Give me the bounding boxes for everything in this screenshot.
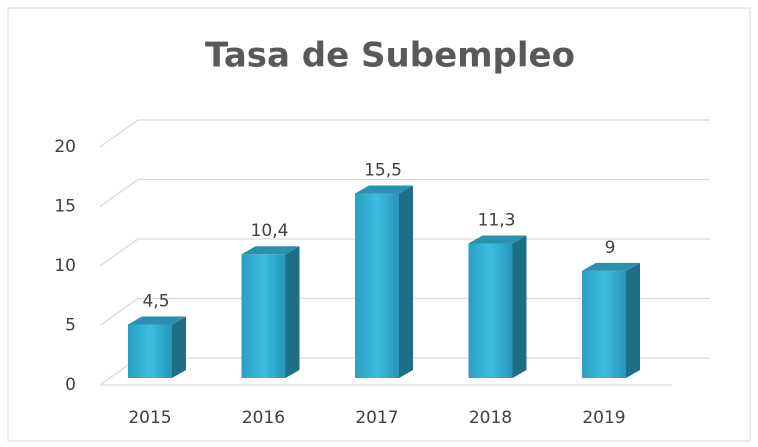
bar <box>582 270 626 378</box>
bar-top <box>241 246 300 255</box>
bar-top <box>128 316 186 325</box>
data-label: 11,3 <box>478 211 516 231</box>
data-label: 15,5 <box>364 161 402 181</box>
x-tick-label: 2017 <box>355 408 398 428</box>
y-tick-label: 5 <box>65 316 76 336</box>
grid-line <box>99 119 710 148</box>
bar-top <box>468 235 527 244</box>
data-label: 10,4 <box>251 221 289 241</box>
chart-title: Tasa de Subempleo <box>205 36 575 76</box>
bar-side <box>512 235 527 378</box>
y-tick-label: 0 <box>65 375 76 395</box>
bar-side <box>172 316 186 378</box>
bar-side <box>626 262 640 378</box>
x-tick-label: 2018 <box>469 408 512 428</box>
bar <box>468 243 513 378</box>
bar-side <box>285 246 300 378</box>
bar-top <box>582 262 640 271</box>
grid-line <box>99 178 710 208</box>
bar <box>128 324 172 378</box>
x-tick-label: 2016 <box>242 408 285 428</box>
bar-side <box>399 185 413 378</box>
y-tick-label: 15 <box>54 197 76 217</box>
x-tick-label: 2015 <box>128 408 171 428</box>
bar-top <box>355 185 413 194</box>
x-tick-label: 2019 <box>582 408 625 428</box>
y-tick-label: 20 <box>54 137 76 157</box>
bar <box>355 193 399 378</box>
data-label: 9 <box>605 238 616 258</box>
bar <box>241 254 286 378</box>
y-tick-label: 10 <box>54 256 76 276</box>
data-label: 4,5 <box>142 291 169 311</box>
